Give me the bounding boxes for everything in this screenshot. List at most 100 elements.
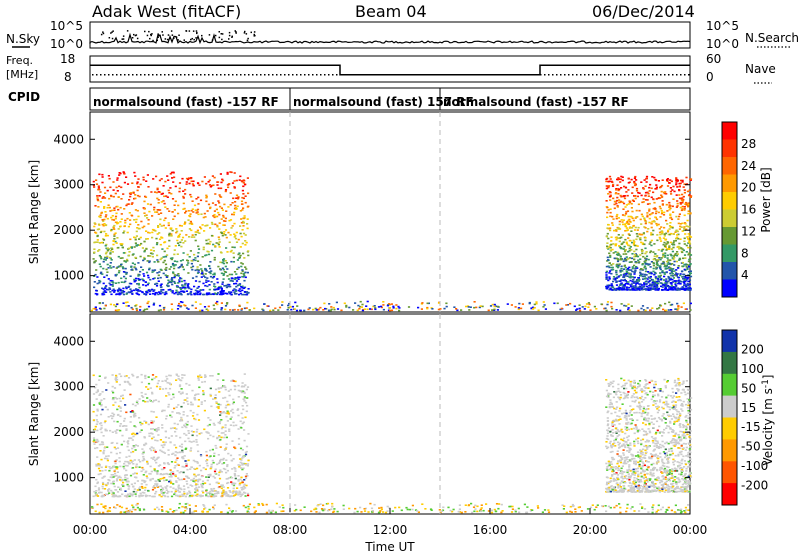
scatter-point bbox=[174, 461, 177, 463]
scatter-point bbox=[212, 493, 215, 496]
scatter-point bbox=[95, 490, 98, 492]
scatter-point bbox=[141, 278, 144, 280]
scatter-point bbox=[243, 479, 246, 481]
nave-point bbox=[304, 74, 306, 76]
scatter-point bbox=[212, 475, 215, 478]
nave-point bbox=[232, 74, 234, 76]
scatter-point bbox=[261, 308, 264, 311]
scatter-point bbox=[655, 489, 659, 492]
scatter-point bbox=[646, 278, 649, 280]
scatter-point bbox=[627, 269, 631, 271]
scatter-point bbox=[144, 293, 148, 296]
scatter-point bbox=[636, 451, 640, 453]
scatter-point bbox=[161, 427, 164, 429]
scatter-point bbox=[653, 201, 656, 204]
scatter-point bbox=[102, 443, 105, 446]
scatter-point bbox=[235, 424, 238, 427]
scatter-point bbox=[380, 306, 383, 309]
scatter-point bbox=[106, 217, 109, 220]
scatter-point bbox=[633, 264, 636, 267]
scatter-point bbox=[624, 249, 627, 251]
scatter-point bbox=[163, 491, 166, 494]
scatter-point bbox=[119, 415, 122, 418]
scatter-point bbox=[660, 212, 664, 215]
scatter-point bbox=[125, 375, 128, 377]
scatter-point bbox=[118, 174, 121, 176]
scatter-point bbox=[239, 210, 242, 212]
scatter-point bbox=[629, 284, 632, 286]
scatter-point bbox=[683, 209, 686, 211]
nave-ytick-top: 60 bbox=[706, 52, 721, 66]
scatter-point bbox=[93, 286, 96, 289]
scatter-point bbox=[194, 475, 197, 478]
nsky-point bbox=[157, 36, 159, 38]
scatter-point bbox=[668, 301, 671, 304]
scatter-point bbox=[675, 308, 678, 310]
scatter-point bbox=[167, 463, 171, 466]
scatter-point bbox=[666, 280, 669, 283]
scatter-point bbox=[154, 470, 157, 473]
scatter-point bbox=[626, 221, 629, 223]
scatter-point bbox=[124, 474, 127, 477]
nave-point bbox=[584, 74, 586, 76]
scatter-point bbox=[141, 479, 144, 482]
scatter-point bbox=[116, 478, 119, 480]
cpid-segment-label: normalsound (fast) -157 RF bbox=[443, 95, 629, 109]
scatter-point bbox=[239, 461, 242, 464]
scatter-point bbox=[225, 446, 228, 449]
scatter-point bbox=[109, 284, 112, 286]
scatter-point bbox=[100, 431, 103, 434]
scatter-point bbox=[173, 215, 176, 218]
scatter-point bbox=[676, 186, 679, 188]
scatter-point bbox=[674, 239, 677, 242]
scatter-point bbox=[165, 292, 168, 295]
scatter-point bbox=[241, 293, 244, 296]
scatter-point bbox=[95, 183, 99, 185]
scatter-point bbox=[681, 199, 684, 201]
scatter-point bbox=[631, 287, 634, 290]
scatter-point bbox=[395, 304, 398, 306]
scatter-point bbox=[96, 441, 99, 443]
scatter-point bbox=[134, 404, 137, 407]
scatter-point bbox=[154, 211, 157, 213]
nave-point bbox=[336, 74, 338, 76]
scatter-point bbox=[202, 289, 205, 291]
scatter-point bbox=[206, 459, 209, 461]
scatter-point bbox=[209, 272, 212, 275]
scatter-point bbox=[243, 279, 246, 282]
scatter-point bbox=[685, 225, 688, 227]
beam-title: Beam 04 bbox=[355, 2, 427, 21]
scatter-point bbox=[125, 293, 128, 295]
scatter-point bbox=[112, 476, 115, 478]
scatter-point bbox=[232, 252, 235, 254]
scatter-point bbox=[216, 181, 219, 183]
nave-point bbox=[212, 74, 214, 76]
nave-point bbox=[644, 74, 646, 76]
scatter-point bbox=[239, 175, 242, 178]
scatter-point bbox=[623, 223, 626, 225]
scatter-point bbox=[637, 277, 640, 279]
scatter-point bbox=[167, 285, 170, 287]
scatter-point bbox=[126, 260, 129, 262]
scatter-point bbox=[611, 181, 614, 183]
scatter-point bbox=[125, 305, 128, 307]
scatter-point bbox=[224, 229, 228, 231]
scatter-point bbox=[230, 416, 233, 418]
scatter-point bbox=[117, 228, 120, 230]
scatter-point bbox=[606, 303, 609, 306]
scatter-point bbox=[585, 303, 589, 305]
scatter-point bbox=[269, 309, 272, 312]
scatter-point bbox=[190, 401, 193, 404]
scatter-point bbox=[664, 280, 667, 282]
scatter-point bbox=[103, 230, 106, 233]
scatter-point bbox=[190, 229, 193, 232]
scatter-point bbox=[382, 304, 385, 306]
scatter-point bbox=[653, 176, 656, 179]
scatter-point bbox=[159, 218, 162, 221]
scatter-point bbox=[122, 171, 125, 173]
scatter-point bbox=[152, 290, 155, 292]
scatter-point bbox=[201, 256, 204, 258]
scatter-point bbox=[116, 205, 119, 208]
scatter-point bbox=[129, 393, 132, 396]
scatter-point bbox=[621, 283, 624, 286]
